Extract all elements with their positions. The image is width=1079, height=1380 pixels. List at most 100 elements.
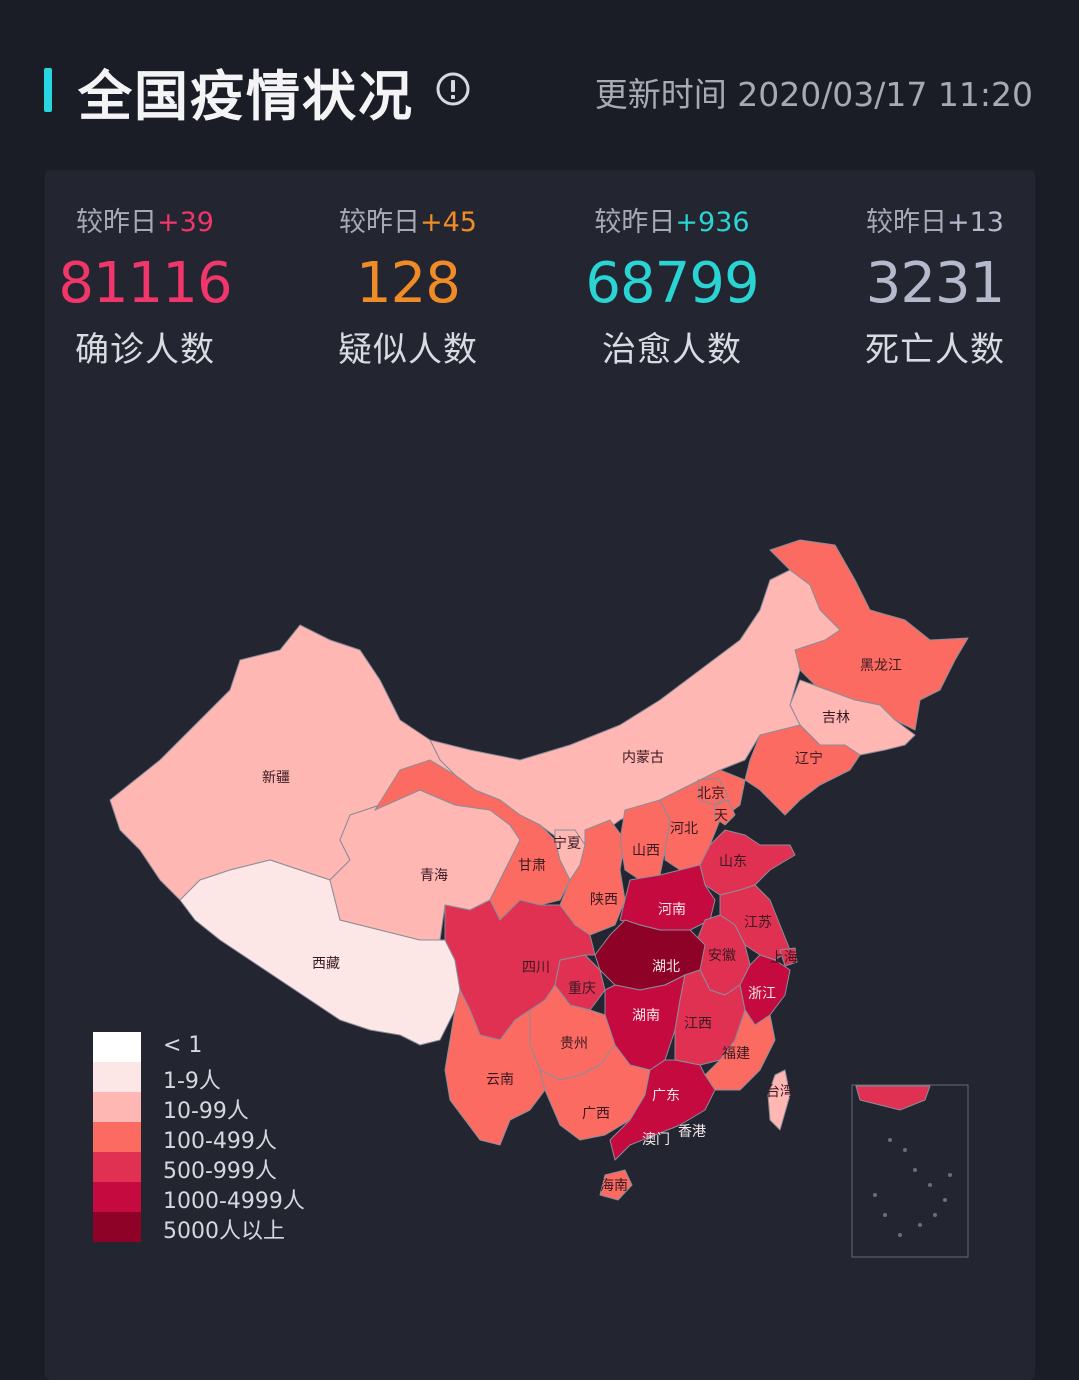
legend-swatch xyxy=(93,1182,141,1212)
label-fujian: 福建 xyxy=(722,1046,750,1062)
label-qinghai: 青海 xyxy=(420,868,448,884)
inset-islands xyxy=(873,1138,952,1237)
legend-label: 10-99人 xyxy=(163,1099,249,1124)
legend-item: 5000人以上 xyxy=(93,1212,333,1244)
stat-deaths: 较昨日+13 3231 死亡人数 xyxy=(815,200,1055,371)
legend-item: 1000-4999人 xyxy=(93,1182,333,1214)
legend-swatch xyxy=(93,1152,141,1182)
label-neimenggu: 内蒙古 xyxy=(622,750,664,766)
title-accent-bar xyxy=(44,68,52,112)
stat-cured: 较昨日+936 68799 治愈人数 xyxy=(552,200,792,371)
province-guangdong[interactable] xyxy=(609,1059,716,1161)
province-liaoning[interactable] xyxy=(744,724,861,816)
legend-swatch xyxy=(93,1092,141,1122)
legend-item: 500-999人 xyxy=(93,1152,333,1184)
stat-delta: 较昨日+45 xyxy=(288,200,528,240)
province-shanghai[interactable] xyxy=(779,947,798,967)
legend-label: 100-499人 xyxy=(163,1129,277,1154)
legend-swatch xyxy=(93,1032,141,1062)
province-guangxi[interactable] xyxy=(539,1044,651,1141)
legend-swatch xyxy=(93,1062,141,1092)
label-zhejiang: 浙江 xyxy=(748,986,776,1002)
label-aomen: 澳门 xyxy=(642,1132,670,1148)
legend-label: 5000人以上 xyxy=(163,1219,285,1244)
delta-value: +45 xyxy=(420,207,477,238)
label-xianggang: 香港 xyxy=(678,1124,706,1140)
label-heilongjiang: 黑龙江 xyxy=(860,658,902,674)
delta-prefix: 较昨日 xyxy=(339,207,420,238)
legend-label: 1000-4999人 xyxy=(163,1189,305,1214)
update-time: 更新时间 2020/03/17 11:20 xyxy=(594,75,1033,114)
legend-item: 1-9人 xyxy=(93,1062,333,1094)
label-gansu: 甘肃 xyxy=(518,858,546,874)
delta-value: +39 xyxy=(157,207,214,238)
stat-delta: 较昨日+936 xyxy=(552,200,792,240)
label-chongqing: 重庆 xyxy=(568,981,596,997)
label-sichuan: 四川 xyxy=(522,960,550,976)
legend-label: 500-999人 xyxy=(163,1159,277,1184)
label-hunan: 湖南 xyxy=(632,1008,660,1024)
label-xinjiang: 新疆 xyxy=(262,770,290,786)
label-guangdong: 广东 xyxy=(652,1088,680,1104)
stat-value: 81116 xyxy=(58,251,232,316)
label-jilin: 吉林 xyxy=(822,710,850,726)
label-hubei: 湖北 xyxy=(652,959,680,975)
label-anhui: 安徽 xyxy=(708,948,736,964)
label-ningxia: 宁夏 xyxy=(553,835,581,852)
south-china-sea-inset xyxy=(851,1084,969,1258)
delta-value: +936 xyxy=(675,207,750,238)
label-liaoning: 辽宁 xyxy=(795,750,823,767)
label-hebei: 河北 xyxy=(670,821,698,837)
label-taiwan: 台湾 xyxy=(766,1083,794,1100)
label-jiangsu: 江苏 xyxy=(744,915,772,931)
delta-prefix: 较昨日 xyxy=(866,207,947,238)
province-beijing[interactable] xyxy=(697,777,729,806)
stat-suspected: 较昨日+45 128 疑似人数 xyxy=(288,200,528,371)
legend-item: < 1 xyxy=(93,1032,333,1062)
province-labels: 新疆 西藏 青海 甘肃 内蒙古 黑龙江 吉林 辽宁 北京 天 河北 山西 山东 … xyxy=(262,658,902,1194)
stat-delta: 较昨日+13 xyxy=(815,200,1055,240)
legend-swatch xyxy=(93,1212,141,1242)
legend-label: < 1 xyxy=(163,1033,203,1058)
label-guangxi: 广西 xyxy=(582,1106,610,1122)
stat-value: 128 xyxy=(356,251,461,316)
map-legend: < 1 1-9人 10-99人 100-499人 500-999人 1000-4… xyxy=(93,1032,333,1244)
delta-value: +13 xyxy=(947,207,1004,238)
stat-label: 疑似人数 xyxy=(338,330,478,370)
inset-coast xyxy=(855,1085,931,1111)
province-shandong[interactable] xyxy=(699,829,796,896)
legend-item: 10-99人 xyxy=(93,1092,333,1124)
page-title: 全国疫情状况 xyxy=(78,65,414,128)
province-shanxi[interactable] xyxy=(619,799,671,881)
stat-confirmed: 较昨日+39 81116 确诊人数 xyxy=(25,200,265,371)
label-henan: 河南 xyxy=(658,902,686,918)
label-hainan: 海南 xyxy=(600,1178,628,1194)
label-beijing: 北京 xyxy=(697,786,725,802)
label-shanghai: 上海 xyxy=(770,950,798,966)
label-shaanxi: 陕西 xyxy=(590,892,618,908)
province-gansu[interactable] xyxy=(374,759,571,921)
info-icon[interactable] xyxy=(436,72,470,106)
stat-value: 3231 xyxy=(865,251,1006,316)
stat-value: 68799 xyxy=(585,251,759,316)
delta-prefix: 较昨日 xyxy=(76,207,157,238)
stat-label: 治愈人数 xyxy=(602,330,742,370)
stat-label: 死亡人数 xyxy=(865,330,1005,370)
label-shanxi: 山西 xyxy=(632,843,660,859)
stats-row: 较昨日+39 81116 确诊人数 较昨日+45 128 疑似人数 较昨日+93… xyxy=(45,170,1035,390)
delta-prefix: 较昨日 xyxy=(594,207,676,238)
province-hainan[interactable] xyxy=(599,1169,633,1201)
legend-swatch xyxy=(93,1122,141,1152)
header: 全国疫情状况 更新时间 2020/03/17 11:20 xyxy=(0,0,1079,170)
legend-label: 1-9人 xyxy=(163,1069,221,1094)
province-tianjin[interactable] xyxy=(714,799,736,826)
label-yunnan: 云南 xyxy=(486,1072,514,1088)
legend-item: 100-499人 xyxy=(93,1122,333,1154)
label-guizhou: 贵州 xyxy=(560,1036,588,1052)
stat-label: 确诊人数 xyxy=(75,330,215,370)
label-jiangxi: 江西 xyxy=(684,1016,712,1032)
province-taiwan[interactable] xyxy=(767,1069,791,1131)
stat-delta: 较昨日+39 xyxy=(25,200,265,240)
